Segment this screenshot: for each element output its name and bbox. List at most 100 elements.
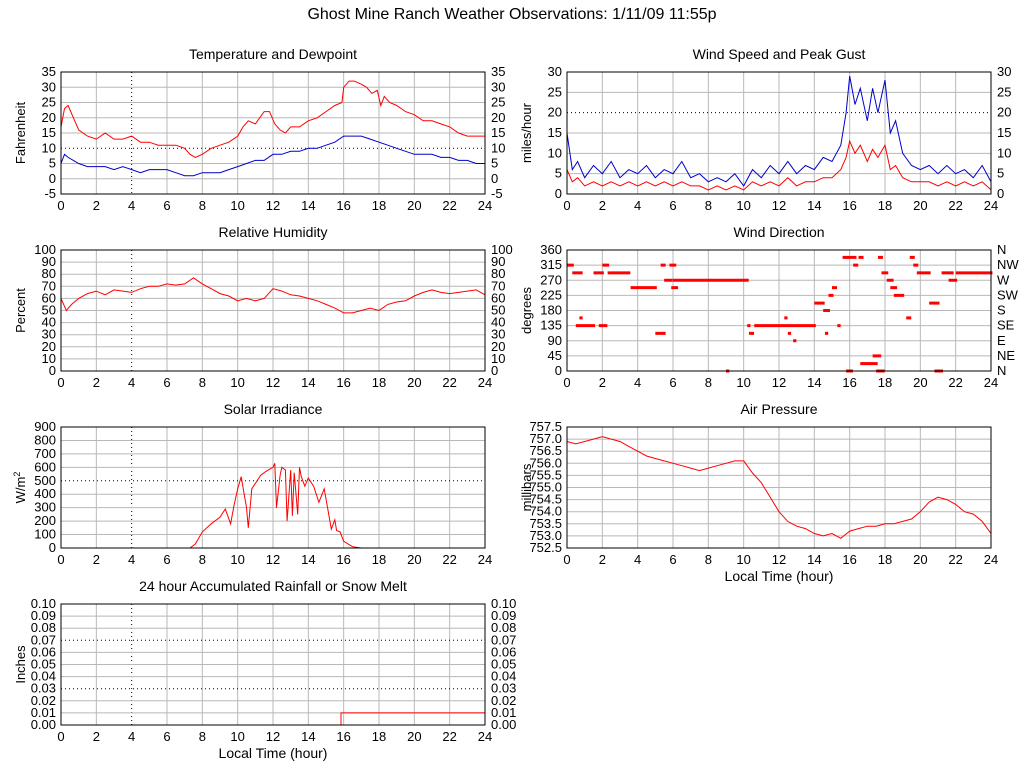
x-tick-label: 0 bbox=[563, 375, 570, 390]
x-tick-label: 16 bbox=[842, 552, 856, 567]
x-tick-label: 2 bbox=[599, 198, 606, 213]
x-tick-label: 10 bbox=[230, 198, 244, 213]
plot-frame bbox=[566, 426, 992, 549]
x-tick-label: 12 bbox=[266, 198, 280, 213]
y-tick-label-right: 30 bbox=[997, 64, 1011, 79]
direction-chart: 0 2 4 6 8 10 12 14 16 18 20 22 240459013518022527031… bbox=[519, 224, 1019, 390]
y-tick-label: 752.5 bbox=[529, 540, 562, 555]
x-tick-label: 22 bbox=[948, 375, 962, 390]
x-tick-label: 14 bbox=[301, 375, 315, 390]
y-tick-label: 0 bbox=[49, 363, 56, 378]
y-tick-label: 0 bbox=[555, 186, 562, 201]
y-tick-label: 0 bbox=[49, 540, 56, 555]
y-tick-label-right: 0.07 bbox=[491, 632, 516, 647]
x-tick-label: 10 bbox=[736, 198, 750, 213]
chart-title: Air Pressure bbox=[740, 401, 817, 417]
y-tick-label: 500 bbox=[34, 473, 56, 488]
y-tick-label: 30 bbox=[42, 327, 56, 342]
x-tick-label: 10 bbox=[230, 552, 244, 567]
y-tick-label: 0.10 bbox=[31, 596, 56, 611]
x-tick-label: 16 bbox=[842, 198, 856, 213]
x-tick-label: 12 bbox=[772, 375, 786, 390]
x-tick-label: 24 bbox=[478, 729, 492, 744]
pressure-chart: 0 2 4 6 8 10 12 14 16 18 20 22 24752.5753.0753.5754.… bbox=[519, 401, 998, 584]
chart-title: Solar Irradiance bbox=[224, 401, 323, 417]
y-tick-label: 10 bbox=[42, 351, 56, 366]
y-tick-label: 300 bbox=[34, 500, 56, 515]
plot-frame bbox=[60, 249, 486, 372]
plot-frame bbox=[566, 249, 992, 372]
compass-label: N bbox=[997, 363, 1006, 378]
y-tick-label: 900 bbox=[34, 419, 56, 434]
x-tick-label: 4 bbox=[128, 729, 135, 744]
y-tick-label: 360 bbox=[540, 242, 562, 257]
y-tick-label: 756.0 bbox=[529, 455, 562, 470]
y-tick-label-right: 0.00 bbox=[491, 717, 516, 732]
y-tick-label-right: 0.08 bbox=[491, 620, 516, 635]
page-title: Ghost Mine Ranch Weather Observations: 1… bbox=[307, 6, 717, 23]
y-tick-label-right: 15 bbox=[491, 125, 505, 140]
compass-label: E bbox=[997, 333, 1006, 348]
x-tick-label: 14 bbox=[301, 198, 315, 213]
y-tick-label: 30 bbox=[42, 79, 56, 94]
y-tick-label: 40 bbox=[42, 315, 56, 330]
x-tick-label: 18 bbox=[878, 198, 892, 213]
y-tick-label: 20 bbox=[42, 339, 56, 354]
x-tick-label: 0 bbox=[563, 198, 570, 213]
x-tick-label: 8 bbox=[199, 198, 206, 213]
x-tick-label: 18 bbox=[372, 552, 386, 567]
x-tick-label: 2 bbox=[93, 198, 100, 213]
x-tick-label: 20 bbox=[913, 375, 927, 390]
y-tick-label: 0.01 bbox=[31, 705, 56, 720]
y-tick-label: -5 bbox=[44, 186, 56, 201]
wind-series-red bbox=[566, 139, 992, 191]
y-axis-label: degrees bbox=[519, 287, 534, 334]
y-tick-label: 20 bbox=[42, 110, 56, 125]
x-tick-label: 20 bbox=[407, 375, 421, 390]
x-tick-label: 2 bbox=[599, 552, 606, 567]
y-tick-label-right: 5 bbox=[997, 166, 1004, 181]
y-tick-label: 100 bbox=[34, 242, 56, 257]
plot-frame bbox=[566, 71, 992, 195]
y-tick-label: 270 bbox=[540, 272, 562, 287]
y-tick-label-right: 0.03 bbox=[491, 681, 516, 696]
temperature-series-blue bbox=[60, 135, 485, 177]
x-tick-label: 10 bbox=[230, 729, 244, 744]
x-tick-label: 16 bbox=[336, 198, 350, 213]
y-tick-label: 753.0 bbox=[529, 528, 562, 543]
x-tick-label: 22 bbox=[948, 552, 962, 567]
y-tick-label: 0.04 bbox=[31, 669, 56, 684]
x-tick-label: 8 bbox=[199, 375, 206, 390]
y-axis-label: miles/hour bbox=[519, 102, 534, 163]
temperature-series-red bbox=[60, 80, 485, 158]
chart-title: Wind Direction bbox=[733, 224, 824, 240]
y-tick-label-right: 90 bbox=[491, 254, 505, 269]
y-tick-label-right: 5 bbox=[491, 156, 498, 171]
pressure-series-red bbox=[566, 436, 992, 539]
x-tick-label: 24 bbox=[478, 552, 492, 567]
y-tick-label: 700 bbox=[34, 446, 56, 461]
y-tick-label-right: 10 bbox=[491, 351, 505, 366]
x-tick-label: 12 bbox=[266, 375, 280, 390]
y-tick-label: 70 bbox=[42, 278, 56, 293]
y-axis-label: Inches bbox=[13, 645, 28, 684]
y-tick-label: 15 bbox=[42, 125, 56, 140]
y-tick-label: 0 bbox=[49, 171, 56, 186]
y-tick-label: 753.5 bbox=[529, 516, 562, 531]
x-tick-label: 6 bbox=[163, 198, 170, 213]
y-tick-label-right: 0.09 bbox=[491, 608, 516, 623]
plot-frame bbox=[60, 426, 486, 549]
y-tick-label: 80 bbox=[42, 266, 56, 281]
wind-chart: 0 2 4 6 8 10 12 14 16 18 20 22 240510152025300510152… bbox=[519, 46, 1011, 213]
y-tick-label: 15 bbox=[548, 125, 562, 140]
y-tick-label: 60 bbox=[42, 290, 56, 305]
x-tick-label: 6 bbox=[163, 729, 170, 744]
x-axis-label: Local Time (hour) bbox=[219, 745, 328, 761]
y-tick-label-right: 0.05 bbox=[491, 657, 516, 672]
y-tick-label: 135 bbox=[540, 318, 562, 333]
y-tick-label-right: -5 bbox=[491, 186, 503, 201]
x-tick-label: 18 bbox=[878, 552, 892, 567]
chart-title: Wind Speed and Peak Gust bbox=[693, 46, 866, 62]
y-tick-label-right: 20 bbox=[491, 110, 505, 125]
x-tick-label: 6 bbox=[669, 198, 676, 213]
